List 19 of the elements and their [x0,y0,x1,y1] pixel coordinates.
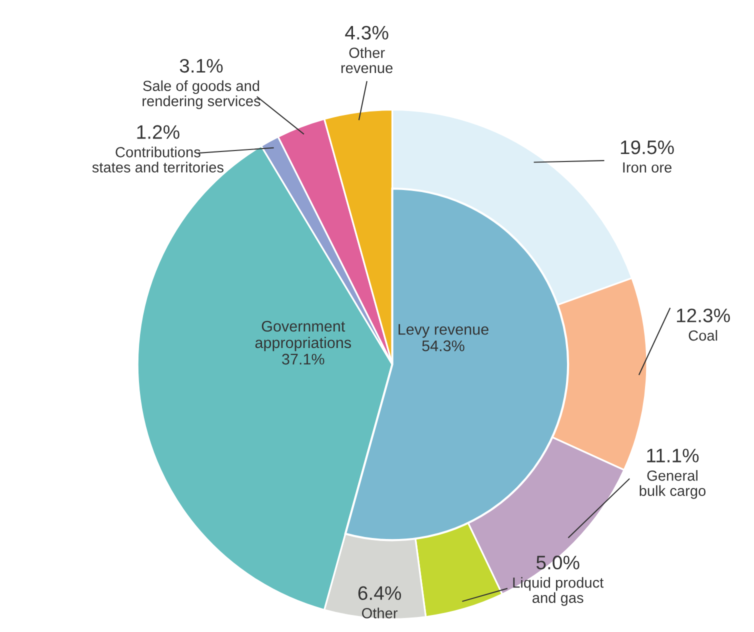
slice-label: Coal [688,330,718,341]
data-label: 19.5% [620,140,674,154]
data-label: 6.4% [358,586,402,600]
data-label: 12.3% [676,308,730,322]
slice-label: Government appropriations [255,320,351,352]
data-label: 4.3% [345,26,388,40]
slice-label: General bulk cargo [640,470,706,499]
data-label: 5.0% [536,556,580,570]
text: Levy revenue 54.3% [398,324,488,352]
data-label: 3.1% [180,58,223,73]
data-label: 11.1% [647,448,699,462]
data-label: 1.2% [137,125,180,139]
slice-label: Other [362,608,398,618]
slice-label: Sale of goods and rendering services [142,80,260,110]
slice-label: Iron ore [623,162,672,173]
data-label: 37.1% [282,354,324,365]
slice-label: Liquid product and gas [513,577,604,606]
slice-label: Contributions states and territories [92,146,224,172]
slice-label: Other revenue [341,47,393,74]
